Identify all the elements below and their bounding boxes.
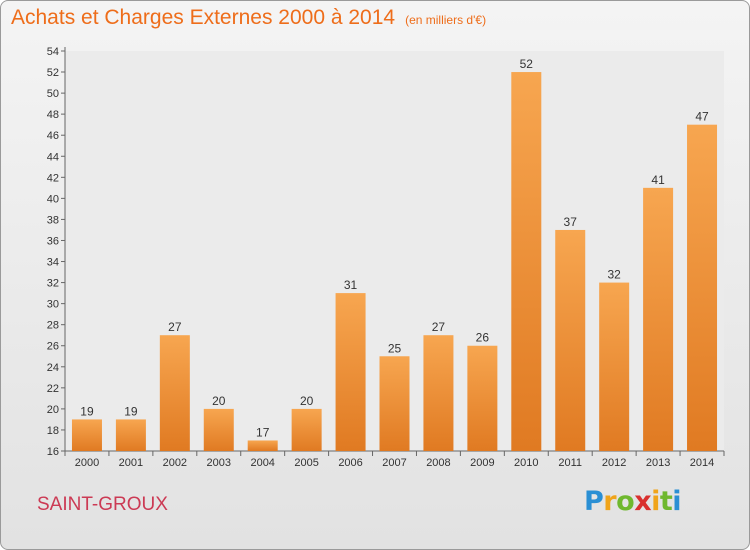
bar xyxy=(687,124,718,452)
x-tick-label: 2003 xyxy=(207,457,231,469)
y-tick-label: 16 xyxy=(47,446,59,458)
data-label: 27 xyxy=(432,320,446,334)
bar xyxy=(379,356,410,451)
y-tick-label: 50 xyxy=(47,88,59,100)
data-label: 20 xyxy=(212,394,226,408)
x-tick-label: 2002 xyxy=(163,457,187,469)
x-tick-label: 2011 xyxy=(558,457,582,469)
x-tick-label: 2009 xyxy=(470,457,494,469)
logo-letter: t xyxy=(659,486,673,517)
logo-letter: P xyxy=(584,486,604,517)
x-tick-label: 2005 xyxy=(294,457,318,469)
x-tick-label: 2001 xyxy=(119,457,143,469)
bar xyxy=(467,345,498,451)
x-tick-label: 2010 xyxy=(514,457,538,469)
chart-title: Achats et Charges Externes 2000 à 2014 (e… xyxy=(11,6,486,30)
y-tick-label: 42 xyxy=(47,172,59,184)
bar xyxy=(511,72,542,451)
x-tick-label: 2004 xyxy=(250,457,274,469)
x-tick-label: 2014 xyxy=(690,457,714,469)
data-label: 41 xyxy=(651,173,665,187)
y-tick-label: 44 xyxy=(47,151,59,163)
y-tick-label: 54 xyxy=(47,46,59,58)
bar xyxy=(335,293,366,451)
y-tick-label: 40 xyxy=(47,193,59,205)
chart-subtitle: (en milliers d'€) xyxy=(405,13,487,27)
bar xyxy=(555,229,586,451)
bar xyxy=(599,282,630,451)
data-label: 52 xyxy=(520,57,534,71)
logo-letter: i xyxy=(651,486,660,517)
x-tick-label: 2006 xyxy=(338,457,362,469)
x-tick-label: 2012 xyxy=(602,457,626,469)
y-tick-label: 32 xyxy=(47,278,59,290)
data-label: 19 xyxy=(80,404,94,418)
bar xyxy=(203,408,234,451)
bar xyxy=(247,440,278,451)
logo-letter: r xyxy=(603,486,617,517)
x-tick-label: 2008 xyxy=(426,457,450,469)
y-tick-label: 38 xyxy=(47,214,59,226)
y-tick-label: 28 xyxy=(47,320,59,332)
y-tick-label: 30 xyxy=(47,299,59,311)
chart-title-text: Achats et Charges Externes 2000 à 2014 xyxy=(11,6,396,29)
y-tick-label: 34 xyxy=(47,257,59,269)
data-label: 20 xyxy=(300,394,314,408)
y-tick-label: 48 xyxy=(47,109,59,121)
y-tick-label: 36 xyxy=(47,235,59,247)
logo-letter: x xyxy=(634,486,652,517)
data-label: 47 xyxy=(695,110,709,124)
x-tick-label: 2000 xyxy=(75,457,99,469)
y-tick-label: 22 xyxy=(47,383,59,395)
y-tick-label: 26 xyxy=(47,341,59,353)
data-label: 32 xyxy=(607,268,621,282)
data-label: 17 xyxy=(256,425,270,439)
x-tick-label: 2013 xyxy=(646,457,670,469)
bar xyxy=(423,335,454,451)
y-tick-label: 52 xyxy=(47,67,59,79)
bar xyxy=(71,419,102,451)
data-label: 26 xyxy=(476,331,490,345)
data-label: 25 xyxy=(388,341,402,355)
data-label: 31 xyxy=(344,278,358,292)
bar xyxy=(291,408,322,451)
data-label: 19 xyxy=(124,404,138,418)
bar xyxy=(159,335,190,451)
proxiti-logo: Proxiti xyxy=(584,486,682,517)
y-tick-label: 24 xyxy=(47,362,59,374)
logo-letter: o xyxy=(616,486,635,517)
commune-name: SAINT-GROUX xyxy=(37,494,168,515)
logo-letter: i xyxy=(672,486,682,517)
x-tick-label: 2007 xyxy=(382,457,406,469)
y-tick-label: 18 xyxy=(47,425,59,437)
data-label: 27 xyxy=(168,320,182,334)
y-tick-label: 20 xyxy=(47,404,59,416)
data-label: 37 xyxy=(564,215,578,229)
bar xyxy=(115,419,146,451)
y-tick-label: 46 xyxy=(47,130,59,142)
bar xyxy=(643,187,674,451)
